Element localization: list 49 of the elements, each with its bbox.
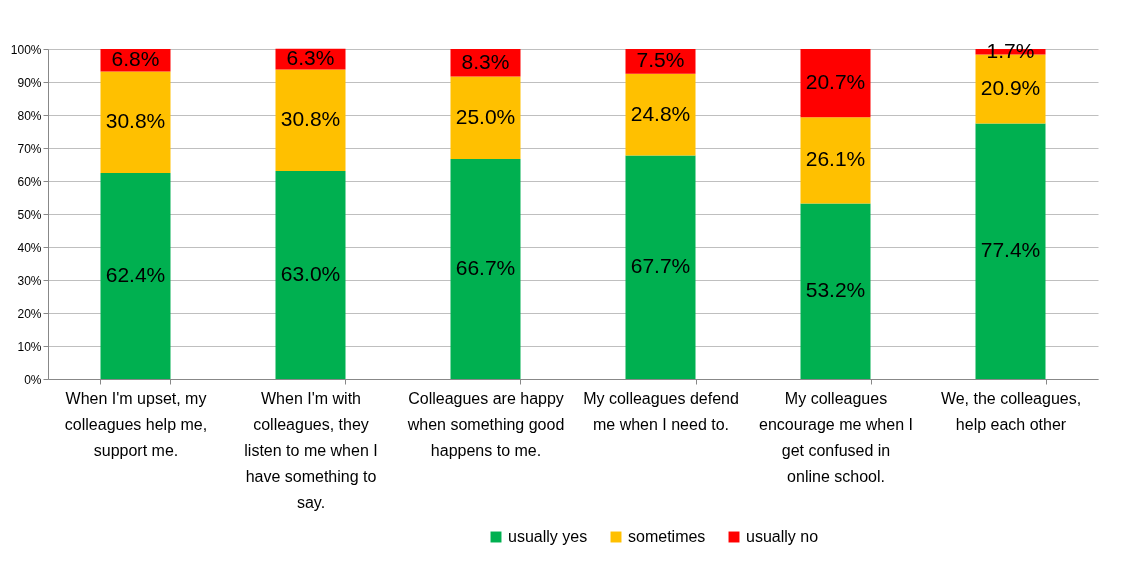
y-tick-label: 30%: [17, 273, 42, 288]
data-label: 20.7%: [805, 70, 866, 94]
x-tick-label: My colleagues encourage me when I get confused in online school.: [759, 389, 913, 485]
data-label: 24.8%: [630, 101, 691, 125]
y-tick-label: 70%: [17, 141, 42, 156]
bar: [450, 158, 521, 379]
bar: [100, 173, 171, 379]
y-tick-label: 60%: [17, 174, 42, 189]
bar: [800, 117, 871, 204]
data-label: 26.1%: [805, 147, 866, 171]
data-label: 62.4%: [105, 263, 166, 287]
x-tick-label: Colleagues are happy when something good happens to me.: [406, 389, 565, 459]
data-label: 6.8%: [111, 47, 160, 71]
y-tick-label: 100%: [10, 42, 42, 57]
x-tick-label: My colleagues defend me when I need to.: [583, 389, 739, 433]
data-label: 6.3%: [286, 46, 335, 70]
x-tick-label: We, the colleagues, help each other: [940, 389, 1082, 433]
legend-label: usually no: [746, 528, 819, 545]
data-label: 30.8%: [280, 107, 341, 131]
y-tick-label: 90%: [17, 75, 42, 90]
data-label: 53.2%: [805, 278, 866, 302]
y-tick-label: 20%: [17, 306, 42, 321]
bar: [100, 71, 171, 174]
bar: [275, 69, 346, 172]
y-tick-label: 0%: [24, 372, 42, 387]
data-label: 63.0%: [280, 262, 341, 286]
data-label: 8.3%: [461, 49, 510, 73]
bar: [800, 203, 871, 379]
bar: [975, 123, 1046, 379]
y-tick-label: 10%: [17, 339, 42, 354]
bar: [625, 73, 696, 156]
y-tick-label: 50%: [17, 207, 42, 222]
bar: [625, 155, 696, 379]
y-tick-label: 40%: [17, 240, 42, 255]
data-label: 20.9%: [980, 76, 1041, 100]
x-tick-label: When I'm upset, my colleagues help me, support me.: [64, 389, 208, 459]
y-tick-label: 80%: [17, 108, 42, 123]
x-tick-label: When I'm with colleagues, they listen to me when I have something to say.: [244, 389, 378, 511]
bar: [275, 171, 346, 379]
legend-label: usually yes: [508, 528, 588, 545]
data-label: 25.0%: [455, 104, 516, 128]
bar: [450, 76, 521, 159]
legend-label: sometimes: [628, 528, 706, 545]
data-label: 67.7%: [630, 254, 691, 278]
data-label: 30.8%: [105, 109, 166, 133]
bar: [800, 49, 871, 118]
data-label: 7.5%: [636, 48, 685, 72]
data-label: 77.4%: [980, 238, 1041, 262]
data-label: 66.7%: [455, 255, 516, 279]
